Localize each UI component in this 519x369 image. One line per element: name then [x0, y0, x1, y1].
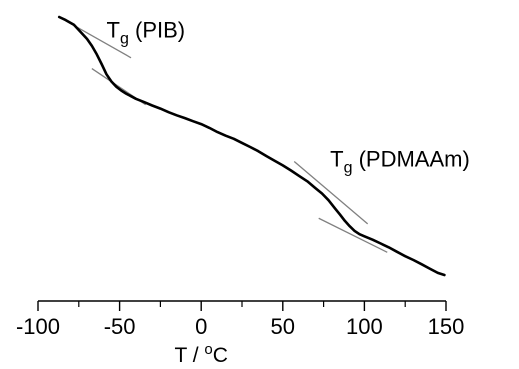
- x-tick-label: 100: [346, 314, 383, 339]
- tangent-line: [293, 160, 369, 225]
- x-tick-label: 50: [271, 314, 295, 339]
- x-axis-label-superscript: o: [204, 341, 212, 358]
- x-tick-label: -50: [104, 314, 136, 339]
- x-axis-label-unit: C: [213, 344, 228, 367]
- annotations: Tg (PIB) Tg (PDMAAm): [107, 18, 470, 177]
- x-axis-label-base: T /: [174, 344, 204, 367]
- annotation-label: Tg (PDMAAm): [330, 147, 470, 177]
- x-tick-label: -100: [16, 314, 60, 339]
- x-tick-label: 0: [195, 314, 207, 339]
- annotation-label: Tg (PIB): [107, 18, 186, 48]
- tangent-line: [318, 217, 388, 253]
- x-axis-ticks: -100 -50 0 50 100 150: [16, 301, 464, 339]
- series-line: [57, 15, 446, 277]
- x-axis-label: T / oC: [174, 341, 227, 367]
- x-tick-label: 150: [428, 314, 465, 339]
